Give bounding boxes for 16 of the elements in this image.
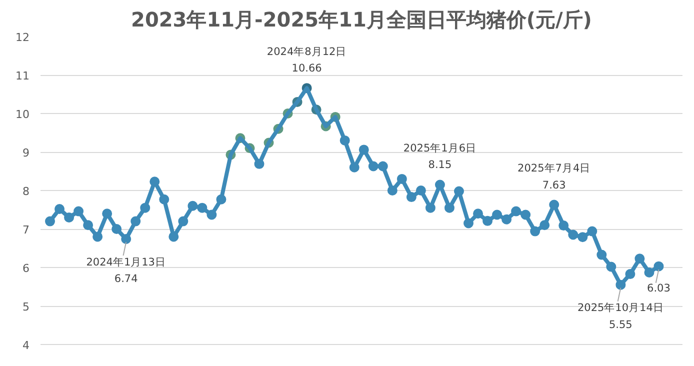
y-tick-label: 12 <box>16 31 30 44</box>
y-tick-label: 10 <box>16 108 30 121</box>
y-tick-label: 11 <box>16 70 30 82</box>
annotation: 2024年8月12日 10.66 <box>266 46 347 75</box>
annotation: 2025年7月4日 7.63 <box>518 162 591 192</box>
annotation: 2024年1月13日 6.74 <box>86 256 166 286</box>
y-tick-label: 8 <box>22 185 30 198</box>
y-tick-label: 7 <box>22 224 30 236</box>
annotation: 2025年10月14日 5.55 <box>577 302 664 331</box>
y-tick-label: 5 <box>22 300 30 314</box>
annotation: 2025年1月6日 8.15 <box>403 142 477 172</box>
annotation: 6.03 <box>647 282 670 295</box>
y-tick-label: 4 <box>22 339 30 352</box>
chart-title: 2023年11月-2025年11月全国日平均猪价(元/斤) <box>131 8 592 32</box>
y-tick-label: 9 <box>22 146 30 160</box>
y-tick-label: 6 <box>22 262 30 275</box>
